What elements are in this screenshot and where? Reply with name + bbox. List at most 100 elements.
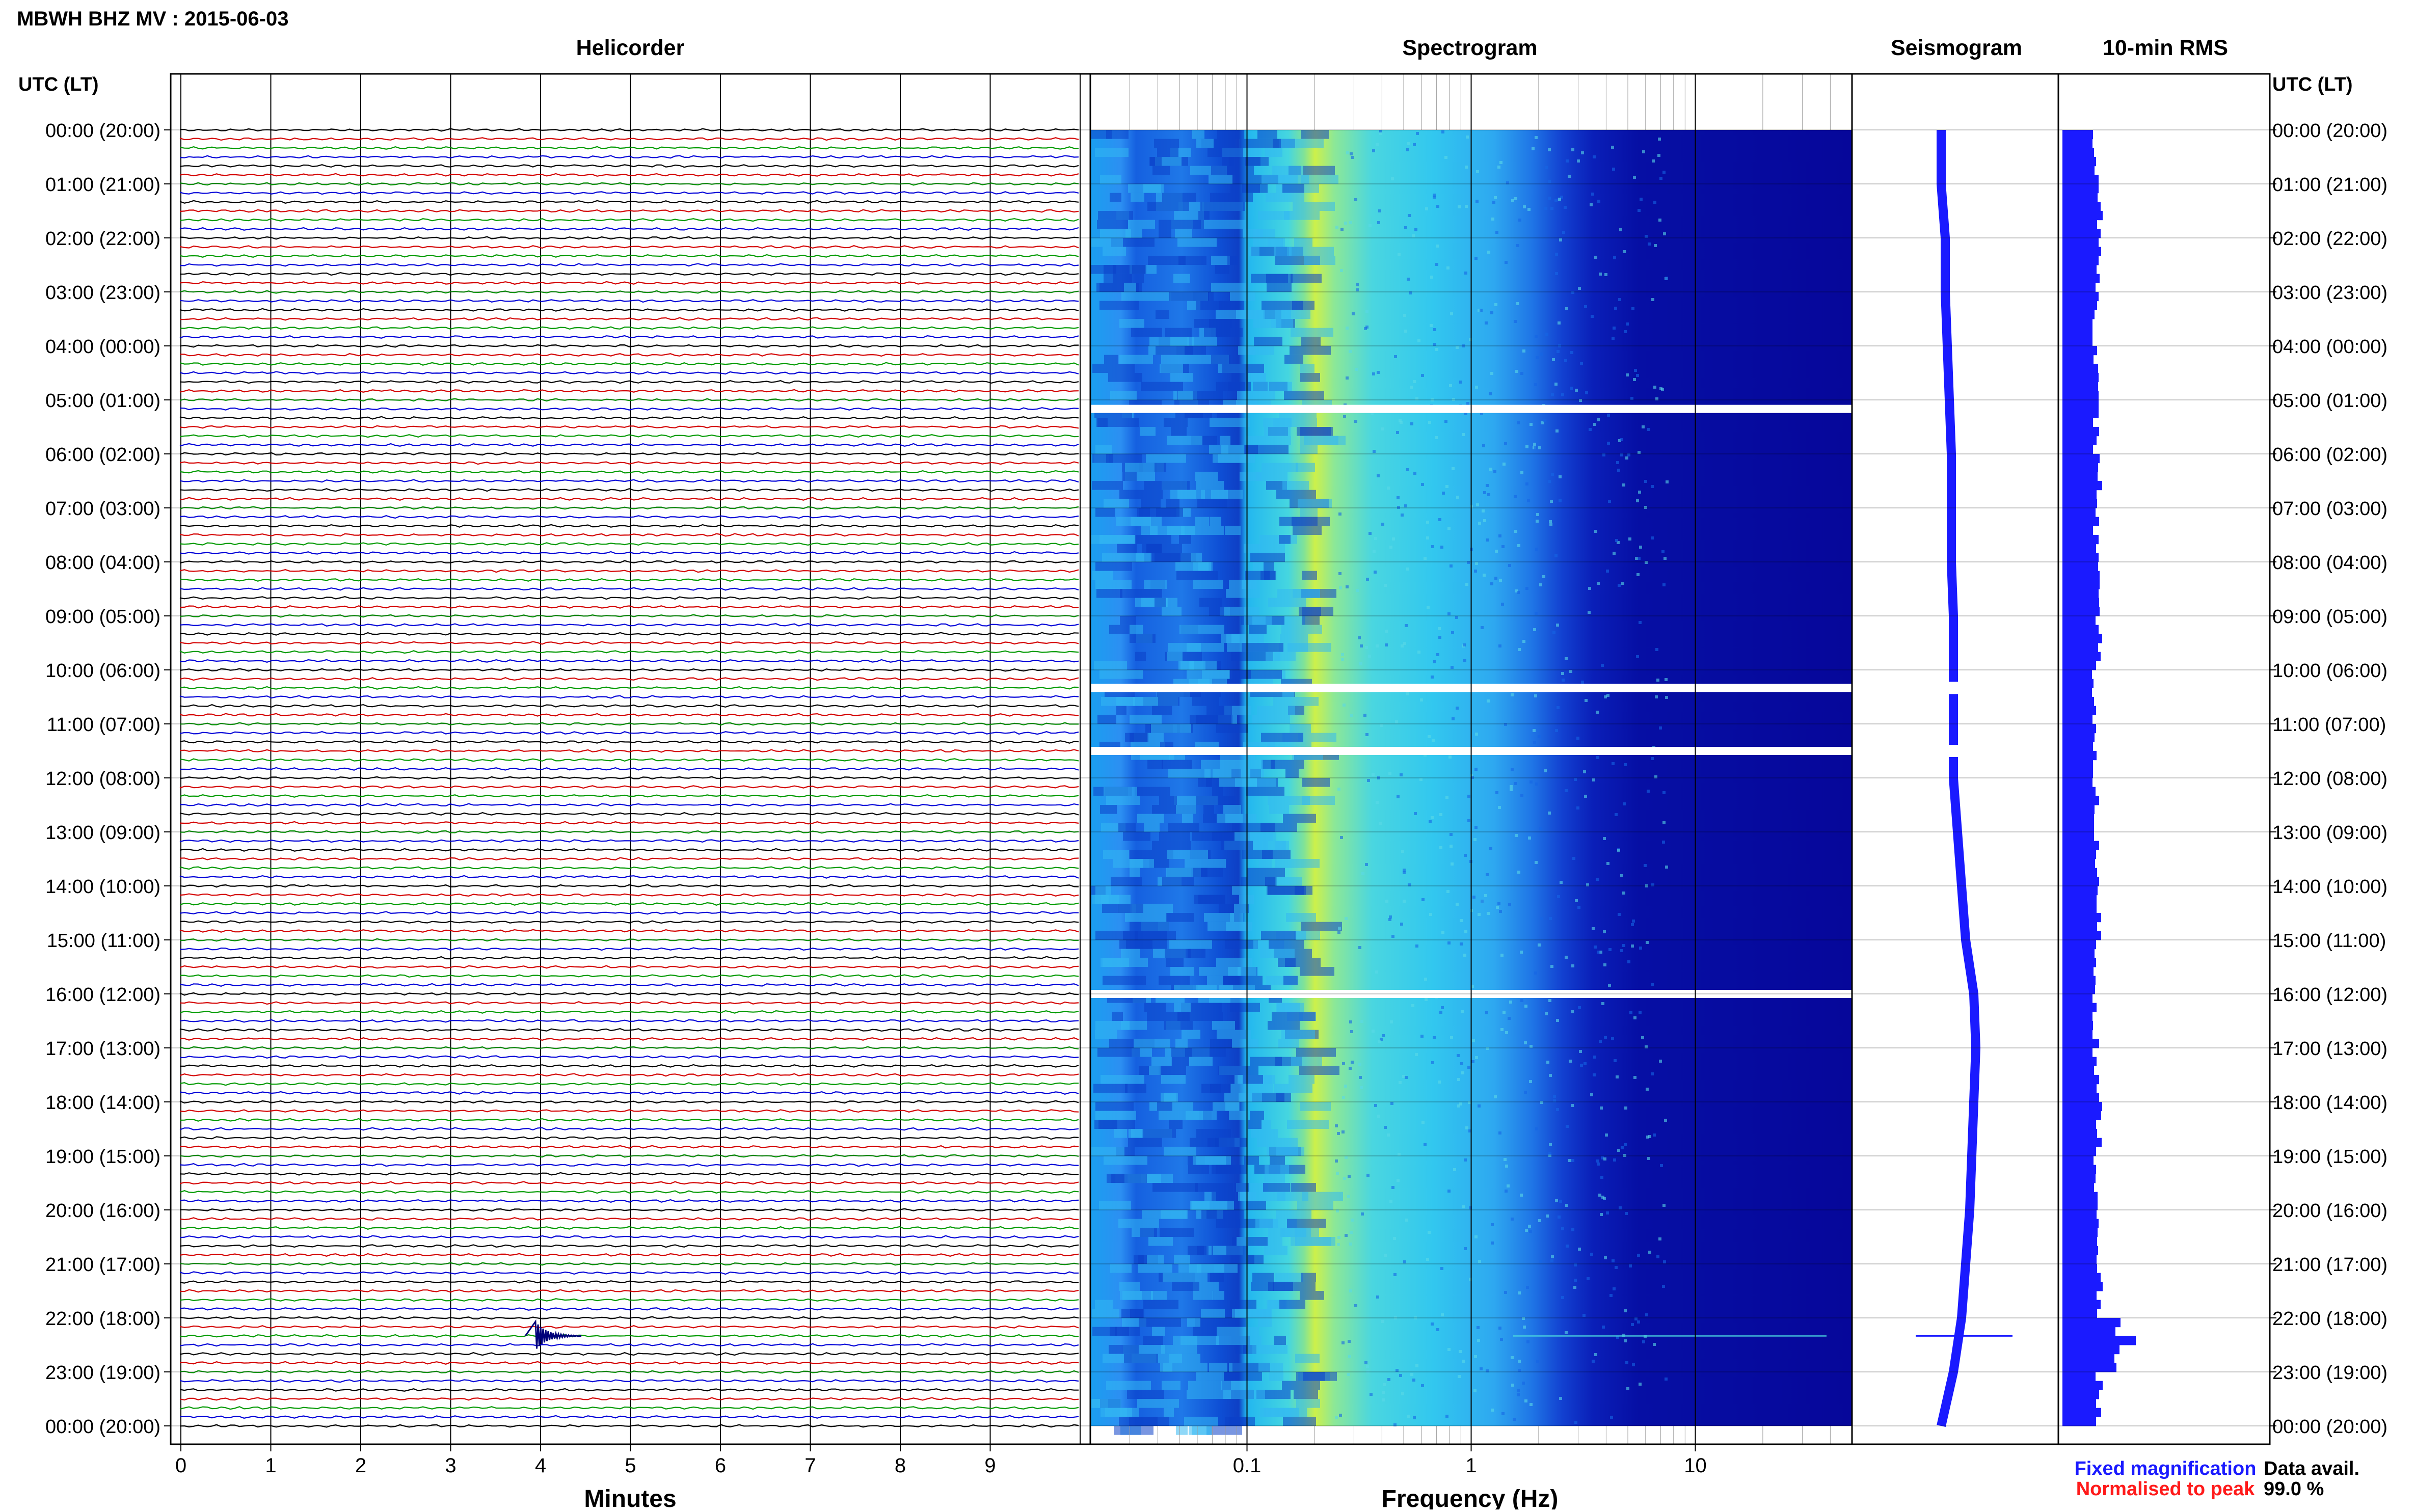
spectrogram-speckle bbox=[1393, 1273, 1397, 1276]
spectrogram-speckle bbox=[1354, 1304, 1357, 1307]
spectrogram-speckle bbox=[1433, 343, 1436, 346]
spectrogram-band bbox=[1240, 139, 1281, 148]
spectrogram-band bbox=[1267, 1147, 1304, 1156]
spectrogram-speckle bbox=[1496, 906, 1499, 909]
spectrogram-speckle bbox=[1399, 419, 1402, 422]
spectrogram-speckle bbox=[1403, 871, 1406, 874]
spectrogram-speckle bbox=[1561, 1227, 1564, 1230]
helicorder-trace bbox=[179, 1343, 1079, 1347]
time-axis-header-left: UTC (LT) bbox=[18, 74, 99, 95]
spectrogram-speckle bbox=[1351, 156, 1354, 159]
spectrogram-band bbox=[1209, 1318, 1246, 1327]
spectrogram-speckle bbox=[1571, 148, 1574, 151]
spectrogram-band bbox=[1209, 175, 1232, 184]
spectrogram-speckle bbox=[1626, 373, 1629, 376]
spectrogram-band bbox=[1188, 949, 1205, 958]
spectrogram-band bbox=[1144, 481, 1190, 490]
helicorder-trace bbox=[180, 524, 1079, 528]
spectrogram-speckle bbox=[1378, 1040, 1381, 1043]
helicorder-trace bbox=[179, 236, 1079, 240]
spectrogram-speckle bbox=[1463, 954, 1466, 957]
helicorder-trace bbox=[179, 245, 1079, 249]
spectrogram-band bbox=[1159, 832, 1190, 841]
spectrogram-band bbox=[1220, 436, 1230, 445]
spectrogram-band bbox=[1266, 193, 1304, 202]
time-label-left: 00:00 (20:00) bbox=[45, 1416, 160, 1438]
spectrogram-band bbox=[1235, 832, 1273, 841]
spectrogram-speckle bbox=[1510, 788, 1513, 791]
spectrogram-speckle bbox=[1400, 923, 1403, 926]
spectrogram-speckle bbox=[1619, 228, 1622, 231]
rms-bar bbox=[2062, 652, 2101, 661]
spectrogram-speckle bbox=[1520, 794, 1523, 797]
spectrogram-band bbox=[1254, 337, 1282, 346]
spectrogram-speckle bbox=[1461, 1010, 1464, 1013]
spectrogram-speckle bbox=[1382, 1398, 1385, 1401]
helicorder-trace bbox=[179, 1217, 1079, 1221]
spectrogram-speckle bbox=[1487, 912, 1490, 915]
spectrogram-speckle bbox=[1474, 1355, 1477, 1358]
spectrogram-band bbox=[1195, 517, 1209, 526]
spectrogram-speckle bbox=[1430, 324, 1433, 327]
spectrogram-speckle bbox=[1530, 423, 1533, 426]
rms-bar bbox=[2062, 220, 2097, 229]
panel-frame bbox=[2057, 73, 2271, 1445]
spectrogram-speckle bbox=[1464, 272, 1467, 275]
spectrogram-speckle bbox=[1665, 678, 1668, 681]
seismogram-panel bbox=[1916, 130, 2013, 1427]
spectrogram-speckle bbox=[1499, 910, 1502, 913]
spectrogram-speckle bbox=[1524, 1091, 1527, 1094]
rms-bar bbox=[2062, 391, 2099, 400]
spectrogram-band bbox=[1216, 310, 1249, 319]
spectrogram-speckle bbox=[1596, 1159, 1599, 1163]
spectrogram-speckle bbox=[1350, 1231, 1353, 1234]
spectrogram-speckle bbox=[1425, 207, 1428, 210]
spectrogram-speckle bbox=[1380, 1038, 1383, 1041]
time-label-right: 00:00 (20:00) bbox=[2272, 120, 2387, 142]
spectrogram-speckle bbox=[1594, 530, 1597, 533]
spectrogram-speckle bbox=[1632, 1363, 1635, 1366]
spectrogram-band bbox=[1162, 760, 1192, 769]
spectrogram-speckle bbox=[1622, 944, 1625, 947]
spectrogram-speckle bbox=[1341, 653, 1344, 656]
spectrogram-speckle bbox=[1378, 209, 1381, 212]
spectrogram-speckle bbox=[1662, 1204, 1666, 1207]
spectrogram-band bbox=[1107, 1174, 1147, 1183]
spectrogram-band bbox=[1111, 877, 1142, 886]
rms-bar bbox=[2062, 310, 2095, 319]
spectrogram-band bbox=[1125, 1084, 1146, 1093]
spectrogram-speckle bbox=[1411, 1004, 1414, 1007]
spectrogram-band bbox=[1135, 535, 1171, 544]
spectrogram-speckle bbox=[1441, 1006, 1444, 1009]
spectrogram-band bbox=[1162, 607, 1182, 616]
spectrogram-band bbox=[1166, 499, 1179, 508]
spectrogram-band bbox=[1157, 148, 1178, 157]
spectrogram-speckle bbox=[1350, 714, 1353, 717]
spectrogram-speckle bbox=[1580, 362, 1583, 365]
spectrogram-band bbox=[1275, 859, 1320, 868]
spectrogram-speckle bbox=[1346, 376, 1349, 380]
spectrogram-speckle bbox=[1473, 1389, 1477, 1392]
spectrogram-band bbox=[1260, 949, 1295, 958]
spectrogram-speckle bbox=[1637, 1254, 1640, 1257]
spectrogram-band bbox=[1192, 1426, 1212, 1435]
helicorder-trace bbox=[180, 767, 1079, 771]
spectrogram-speckle bbox=[1486, 1047, 1489, 1050]
spectrogram-speckle bbox=[1447, 941, 1451, 944]
spectrogram-speckle bbox=[1599, 951, 1602, 954]
helicorder-trace bbox=[179, 461, 1079, 465]
spectrogram-speckle bbox=[1335, 226, 1338, 229]
spectrogram-speckle bbox=[1615, 813, 1618, 816]
spectrogram-speckle bbox=[1620, 453, 1623, 456]
spectrogram-speckle bbox=[1549, 520, 1552, 523]
spectrogram-speckle bbox=[1558, 1216, 1561, 1219]
spectrogram-speckle bbox=[1597, 582, 1600, 585]
spectrogram-speckle bbox=[1508, 903, 1511, 906]
spectrogram-speckle bbox=[1571, 1010, 1574, 1013]
spectrogram-band bbox=[1101, 1408, 1127, 1417]
spectrogram-band bbox=[1266, 274, 1293, 283]
spectrogram-speckle bbox=[1540, 917, 1543, 920]
spectrogram-band bbox=[1242, 184, 1260, 193]
spectrogram-band bbox=[1096, 589, 1122, 598]
helicorder-trace bbox=[179, 695, 1079, 699]
